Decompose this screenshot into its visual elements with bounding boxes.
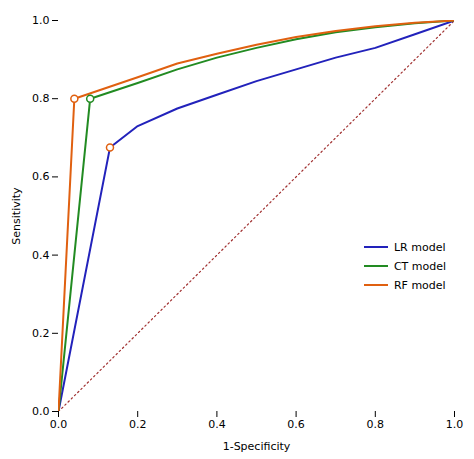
svg-text:0.6: 0.6 — [32, 170, 50, 183]
svg-text:Sensitivity: Sensitivity — [10, 187, 23, 245]
svg-text:0.2: 0.2 — [32, 327, 50, 340]
svg-text:0.8: 0.8 — [32, 92, 50, 105]
html-text:LR model: LR model — [393, 240, 446, 254]
svg-text:1-Specificity: 1-Specificity — [223, 440, 291, 453]
svg-text:0.8: 0.8 — [367, 418, 385, 431]
svg-text:0.4: 0.4 — [32, 249, 50, 262]
svg-text:0.0: 0.0 — [50, 418, 68, 431]
html-text:RF model: RF model — [393, 278, 446, 292]
svg-text:0.2: 0.2 — [129, 418, 147, 431]
svg-text:0.6: 0.6 — [287, 418, 305, 431]
svg-text:1.0: 1.0 — [446, 418, 464, 431]
html-text:CT model: CT model — [393, 259, 447, 273]
svg-text:0.0: 0.0 — [32, 405, 50, 418]
svg-text:1.0: 1.0 — [32, 14, 50, 27]
svg-text:0.4: 0.4 — [208, 418, 226, 431]
